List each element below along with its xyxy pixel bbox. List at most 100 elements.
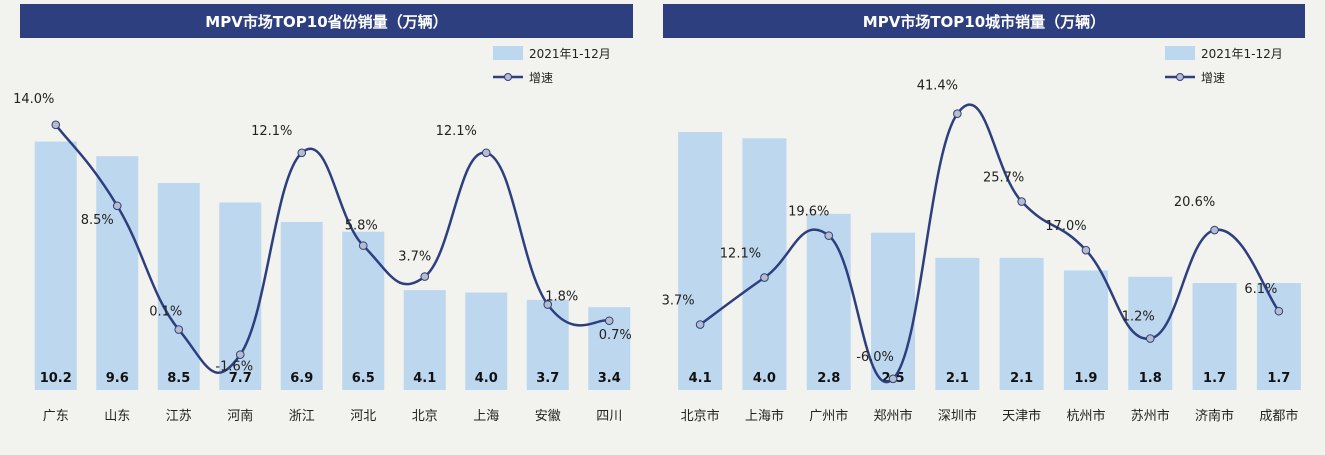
legend-bar-label: 2021年1-12月 <box>1201 47 1283 61</box>
category-label: 天津市 <box>1002 408 1041 424</box>
category-label: 河南 <box>227 408 253 424</box>
growth-point <box>235 350 245 359</box>
bar-value-label: 7.7 <box>229 371 252 386</box>
category-label: 山东 <box>104 409 130 424</box>
bar <box>157 182 200 390</box>
category-label: 济南市 <box>1195 408 1234 424</box>
growth-point <box>824 231 834 240</box>
growth-label: 12.1% <box>720 247 761 262</box>
chart-title: MPV市场TOP10城市销量（万辆） <box>863 13 1105 31</box>
growth-label: 20.6% <box>1174 195 1215 210</box>
bar <box>342 231 385 390</box>
bar <box>999 257 1044 390</box>
growth-label: 12.1% <box>436 124 477 139</box>
bar <box>678 132 723 390</box>
bar-value-label: 2.1 <box>946 371 969 386</box>
growth-point <box>297 148 307 158</box>
category-label: 郑州市 <box>874 408 913 424</box>
bar-value-label: 2.1 <box>1010 371 1033 386</box>
bar-value-label: 3.4 <box>598 371 621 386</box>
bar <box>1063 270 1108 390</box>
growth-label: -1.6% <box>215 360 253 375</box>
growth-line <box>699 103 1280 384</box>
category-label: 广东 <box>43 409 69 424</box>
growth-point <box>1274 306 1284 316</box>
bar-value-label: 1.7 <box>1203 371 1226 386</box>
bar <box>806 213 851 390</box>
chart-title: MPV市场TOP10省份销量（万辆） <box>205 13 447 31</box>
legend-line-marker <box>504 73 512 81</box>
chart-header <box>663 4 1305 38</box>
bar-value-label: 10.2 <box>40 371 72 386</box>
bar <box>96 156 139 390</box>
bar <box>1256 283 1301 390</box>
growth-point <box>112 201 122 211</box>
category-label: 河北 <box>350 409 376 424</box>
category-label: 四川 <box>596 409 622 424</box>
growth-point <box>174 325 184 334</box>
growth-point <box>695 320 705 329</box>
growth-point <box>358 241 368 250</box>
bar <box>34 141 77 390</box>
growth-label: 17.0% <box>1045 219 1086 234</box>
growth-label: 0.7% <box>599 328 632 343</box>
growth-label: 3.7% <box>398 250 431 265</box>
growth-point <box>1210 225 1219 235</box>
bar-value-label: 8.5 <box>167 371 190 386</box>
growth-point <box>1081 245 1091 255</box>
bar <box>935 257 980 390</box>
growth-label: 6.1% <box>1244 282 1277 297</box>
growth-label: 1.2% <box>1122 310 1155 325</box>
category-label: 北京市 <box>681 408 720 424</box>
growth-point <box>604 316 614 326</box>
category-label: 深圳市 <box>938 408 977 424</box>
legend-bar-label: 2021年1-12月 <box>529 47 611 61</box>
bar <box>280 221 323 390</box>
bar-value-label: 2.8 <box>817 371 840 386</box>
growth-line <box>54 124 610 374</box>
category-label: 北京 <box>412 409 438 424</box>
growth-point <box>888 374 898 384</box>
growth-point <box>543 300 553 309</box>
legend-bar-swatch <box>493 46 523 60</box>
growth-label: 0.1% <box>149 305 182 320</box>
category-label: 成都市 <box>1259 408 1298 424</box>
category-label: 上海 <box>473 409 499 424</box>
category-label: 安徽 <box>535 409 561 424</box>
category-label: 江苏 <box>166 408 192 424</box>
bar-value-label: 4.0 <box>475 371 498 386</box>
category-label: 苏州市 <box>1131 408 1170 424</box>
bar <box>526 299 569 390</box>
category-label: 浙江 <box>289 409 315 424</box>
bar-value-label: 4.0 <box>753 371 776 386</box>
legend-line-marker <box>1176 73 1184 81</box>
bar-value-label: 3.7 <box>536 371 559 386</box>
bar-value-label: 1.9 <box>1074 371 1097 386</box>
growth-label: 19.6% <box>788 205 829 220</box>
bar <box>403 290 446 390</box>
bar-value-label: 4.1 <box>413 371 436 386</box>
category-label: 上海市 <box>745 408 784 424</box>
growth-point <box>1145 334 1155 343</box>
growth-label: 1.8% <box>545 290 578 305</box>
growth-label: 25.7% <box>983 171 1024 186</box>
category-label: 杭州市 <box>1066 408 1105 424</box>
growth-point <box>760 273 769 282</box>
category-label: 广州市 <box>809 408 848 424</box>
growth-point <box>1017 197 1026 206</box>
growth-label: 12.1% <box>251 124 292 139</box>
growth-label: 5.8% <box>345 219 378 234</box>
growth-label: 41.4% <box>917 79 958 94</box>
bar-value-label: 1.7 <box>1267 371 1290 386</box>
legend-line-label: 增速 <box>1201 71 1225 85</box>
legend-line-label: 增速 <box>529 71 553 85</box>
growth-point <box>953 109 962 119</box>
growth-label: -6.0% <box>856 350 894 365</box>
bar-value-label: 1.8 <box>1139 371 1162 386</box>
chart-header <box>20 4 633 38</box>
bar-value-label: 4.1 <box>689 371 712 386</box>
bar-value-label: 9.6 <box>106 371 129 386</box>
